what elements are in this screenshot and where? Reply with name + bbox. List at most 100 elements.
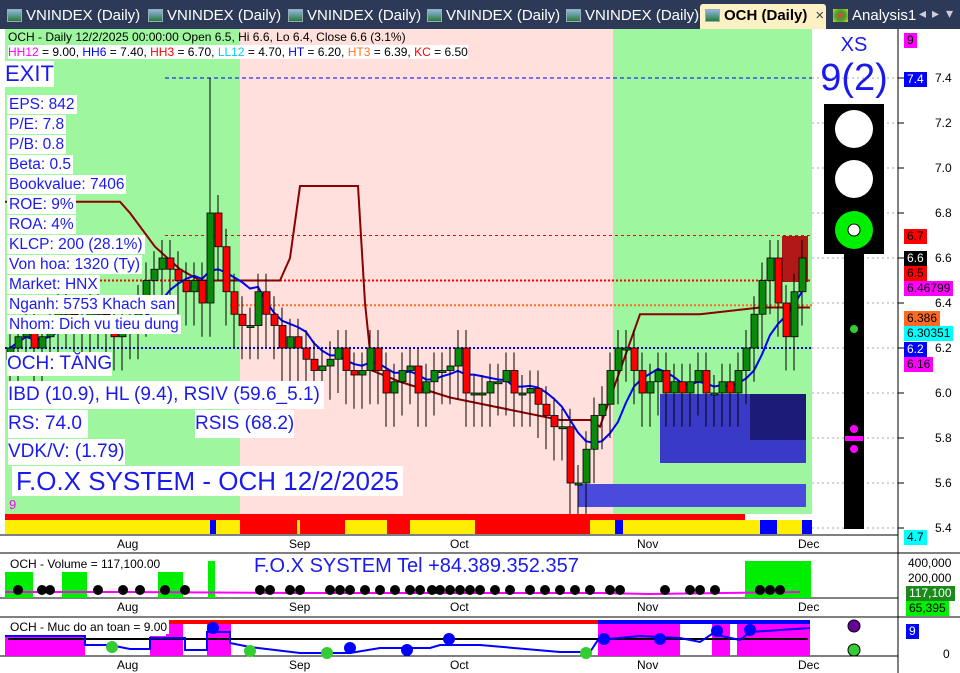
candle — [614, 347, 623, 371]
candle — [438, 370, 447, 373]
close-tab-icon[interactable]: × — [815, 7, 825, 24]
volume-dot — [695, 585, 705, 595]
strip-segment — [345, 520, 387, 534]
candle — [686, 381, 695, 394]
light-yellow-off — [835, 160, 873, 198]
month-label: Oct — [450, 600, 469, 614]
rsis-value: RSIS (68.2) — [195, 410, 295, 438]
candle — [238, 313, 247, 326]
price-tick: 5.4 — [935, 521, 952, 535]
month-label: Dec — [798, 600, 820, 614]
chart-icon — [566, 9, 581, 22]
price-label: 6.6 — [904, 251, 927, 266]
candle — [302, 347, 311, 360]
volume-dot — [755, 585, 765, 595]
tab-bar: VNINDEX (Daily) VNINDEX (Daily) VNINDEX … — [0, 0, 960, 29]
candle — [782, 302, 791, 338]
volume-tick: 200,000 — [908, 571, 952, 585]
level-value: = 6.70, — [174, 45, 218, 59]
volume-dots — [13, 585, 785, 595]
price-label: 6.386 — [904, 311, 941, 326]
safety-tick: 0 — [943, 647, 950, 661]
volume-dot — [540, 585, 550, 595]
traffic-light — [824, 104, 884, 529]
tab-vnindex-4[interactable]: VNINDEX (Daily) — [422, 4, 560, 29]
volume-dot — [710, 585, 720, 595]
tab-scroll-left-icon[interactable]: ◂ — [919, 5, 927, 21]
tab-vnindex-1[interactable]: VNINDEX (Daily) — [2, 4, 140, 29]
signal-label: XS — [840, 34, 868, 56]
tab-vnindex-5[interactable]: VNINDEX (Daily) — [561, 4, 699, 29]
volume-dot — [570, 585, 580, 595]
price-label: 6.7 — [904, 229, 927, 244]
tab-vnindex-3[interactable]: VNINDEX (Daily) — [283, 4, 421, 29]
level-key: HH3 — [150, 45, 175, 59]
volume-dot — [465, 585, 475, 595]
volume-dot — [265, 585, 275, 595]
tab-scroll-right-icon[interactable]: ▸ — [932, 5, 940, 21]
strip-segment — [475, 520, 590, 534]
price-label: 4.7 — [904, 530, 927, 545]
candle — [526, 388, 535, 394]
chart-icon — [427, 9, 442, 22]
candle — [550, 415, 559, 428]
rs-value: RS: 74.0 — [8, 410, 88, 438]
fundamental-item: ROA: 4% — [7, 215, 76, 234]
candle — [262, 291, 271, 315]
candle — [366, 347, 375, 371]
signal-strip — [5, 514, 812, 534]
tab-label: OCH (Daily) — [724, 7, 808, 24]
candle — [670, 381, 679, 394]
month-label: Nov — [637, 658, 659, 672]
candle — [214, 212, 223, 248]
candle — [318, 365, 327, 371]
tab-och-daily[interactable]: OCH (Daily) × — [700, 4, 826, 29]
candle — [574, 482, 583, 486]
tab-menu-icon[interactable]: ▾ — [946, 5, 954, 21]
tab-label: Analysis1 — [852, 7, 917, 24]
volume-dot — [605, 585, 615, 595]
candle — [726, 381, 735, 394]
volume-dot — [160, 585, 170, 595]
level-lines — [5, 77, 812, 349]
tab-analysis1[interactable]: Analysis1 — [828, 4, 916, 29]
price-tick: 5.8 — [935, 431, 952, 445]
volume-dot — [455, 585, 465, 595]
fundamental-item: P/B: 0.8 — [7, 135, 67, 154]
candle — [542, 403, 551, 416]
candle — [198, 280, 207, 304]
month-label: Oct — [450, 537, 469, 551]
strip-segment — [802, 520, 812, 534]
volume-dot — [285, 585, 295, 595]
volume-dot — [585, 585, 595, 595]
candle — [566, 426, 575, 484]
candle — [206, 212, 215, 304]
candle — [326, 358, 335, 367]
volume-dot — [415, 585, 425, 595]
candle — [430, 370, 439, 383]
candle — [246, 325, 255, 328]
price-label: 6.16 — [904, 357, 934, 372]
candle — [174, 268, 183, 281]
strip-segment — [387, 520, 410, 534]
strip-segment — [216, 520, 240, 534]
tab-vnindex-2[interactable]: VNINDEX (Daily) — [143, 4, 281, 29]
price-label: 9 — [904, 33, 917, 48]
fundamental-item: ROE: 9% — [7, 195, 76, 214]
volume-dot — [445, 585, 455, 595]
candle — [350, 370, 359, 376]
candle — [622, 347, 631, 351]
candle — [38, 336, 47, 349]
fundamental-item: Beta: 0.5 — [7, 155, 74, 174]
volume-dot — [475, 585, 485, 595]
fundamental-item: Bookvalue: 7406 — [7, 175, 127, 194]
fundamental-item: Von hoa: 1320 (Ty) — [7, 255, 142, 274]
signal-value: 9(2) — [820, 57, 888, 99]
fundamental-item: P/E: 7.8 — [7, 115, 67, 134]
candle — [286, 336, 295, 349]
volume-average-label: 65,395 — [906, 601, 949, 616]
chart-title: OCH - Daily 12/2/2025 00:00:00 Open 6.5,… — [8, 30, 406, 44]
candle — [278, 325, 287, 349]
candle — [398, 370, 407, 383]
exit-signal: EXIT — [5, 61, 54, 87]
